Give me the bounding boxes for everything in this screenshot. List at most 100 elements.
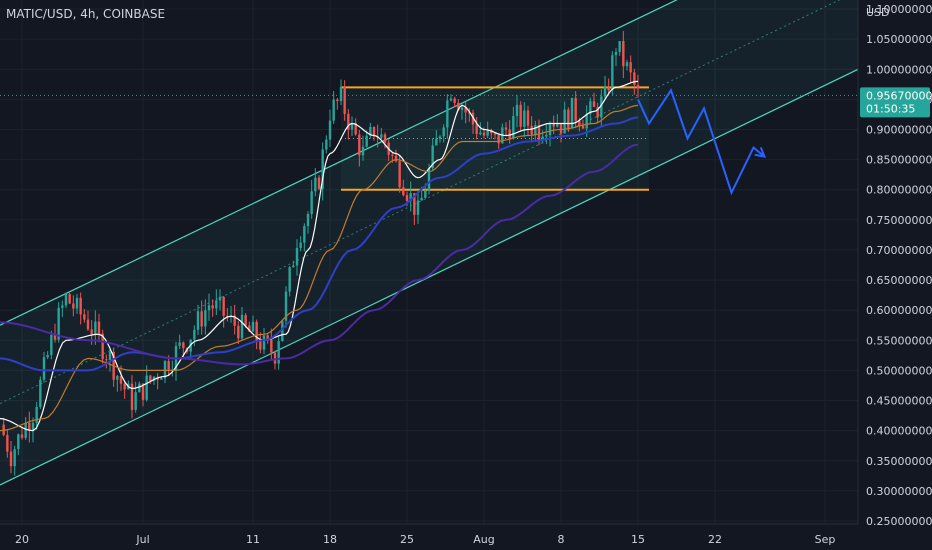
candle-body-117: [431, 145, 434, 169]
candle-body-163: [600, 96, 603, 118]
candle-body-80: [295, 248, 299, 266]
time-axis[interactable]: 20 Jul 11 18 25 Aug 8 15 22 Sep: [0, 523, 858, 546]
candle-body-162: [596, 106, 599, 118]
price-tick-label-7: 0.60000000: [866, 304, 932, 317]
candle-body-121: [446, 100, 449, 128]
candle-body-140: [515, 104, 519, 117]
candle-body-43: [160, 378, 163, 380]
candle-body-56: [207, 305, 211, 311]
candle-body-95: [350, 122, 354, 130]
price-badge-countdown: 01:50:35: [866, 102, 915, 115]
channel-mid-line: [0, 0, 841, 404]
candle-body-24: [90, 329, 93, 335]
candle-body-127: [468, 112, 471, 114]
moving-average-1: [0, 104, 639, 432]
candle-body-159: [585, 113, 588, 129]
candle-body-17: [64, 293, 68, 306]
candle-body-88: [325, 139, 328, 150]
candle-body-142: [523, 110, 526, 127]
candle-body-164: [603, 86, 607, 97]
time-tick-label-6: 8: [558, 533, 565, 546]
price-tick-label-0: 0.25000000: [866, 515, 932, 528]
candle-body-71: [262, 335, 266, 350]
candle-body-154: [567, 109, 570, 129]
candle-body-27: [101, 333, 104, 360]
candle-body-107: [394, 155, 398, 162]
time-tick-label-9: Sep: [815, 533, 836, 546]
candle-body-137: [504, 127, 508, 130]
candle-body-40: [149, 375, 152, 381]
candle-body-72: [266, 335, 269, 340]
candle-body-96: [354, 122, 357, 135]
channel-upper-line: [0, 0, 678, 326]
candle-body-149: [548, 124, 552, 135]
price-axis-unit: USD: [866, 6, 890, 19]
candle-body-8: [31, 422, 35, 431]
candle-body-104: [383, 134, 387, 143]
candle-body-160: [589, 101, 592, 114]
candle-body-7: [28, 422, 31, 431]
candle-body-84: [310, 191, 313, 215]
candle-body-20: [75, 297, 79, 309]
candle-body-21: [79, 297, 82, 315]
candle-body-98: [361, 146, 365, 156]
candle-body-65: [240, 314, 244, 339]
candle-body-123: [453, 98, 456, 104]
candle-body-114: [420, 197, 423, 201]
candle-body-161: [592, 101, 596, 107]
candle-body-15: [57, 307, 60, 340]
candle-body-26: [97, 321, 101, 334]
candle-body-131: [482, 132, 486, 136]
candle-body-141: [519, 104, 522, 127]
candle-body-144: [530, 125, 533, 135]
candle-body-89: [328, 120, 332, 140]
candle-body-67: [248, 325, 251, 332]
candle-body-74: [273, 352, 277, 364]
candle-body-53: [196, 311, 200, 330]
candle-body-35: [130, 383, 134, 410]
candle-body-29: [108, 351, 112, 361]
price-tick-label-16: 1.05000000: [866, 33, 932, 46]
candle-body-66: [244, 314, 247, 326]
candle-body-82: [303, 226, 306, 243]
candle-body-110: [405, 195, 409, 201]
candle-body-63: [233, 315, 236, 326]
channel-fill: [0, 0, 858, 485]
moving-average-2: [0, 116, 639, 372]
candle-body-61: [226, 315, 229, 317]
candle-body-81: [299, 242, 302, 249]
candle-body-93: [343, 86, 346, 114]
candle-body-167: [614, 51, 618, 56]
candle-body-145: [534, 125, 537, 135]
candle-body-45: [167, 361, 170, 371]
price-tick-label-8: 0.65000000: [866, 274, 932, 287]
candle-body-124: [457, 103, 460, 110]
price-axis[interactable]: USD 0.25000000 0.30000000 0.35000000 0.4000…: [857, 0, 932, 550]
candle-body-13: [50, 334, 53, 356]
price-badge-box: [860, 87, 930, 118]
candle-body-109: [402, 187, 405, 196]
candle-body-77: [284, 291, 288, 321]
candle-body-168: [618, 41, 621, 52]
candle-body-156: [574, 97, 577, 121]
candle-body-14: [53, 334, 57, 340]
candle-body-112: [413, 193, 416, 215]
candle-body-10: [39, 379, 42, 407]
candle-body-125: [460, 107, 464, 110]
candle-body-126: [464, 107, 467, 113]
candle-body-64: [237, 325, 240, 339]
price-tick-label-17: 1.10000000: [866, 3, 932, 16]
candle-body-111: [409, 193, 412, 201]
candle-body-86: [317, 177, 321, 189]
candle-body-68: [251, 321, 255, 332]
projection-polyline: [637, 88, 766, 196]
candle-body-132: [486, 129, 489, 136]
candle-body-150: [552, 124, 555, 127]
candle-body-2: [9, 451, 13, 467]
candle-body-23: [86, 319, 90, 330]
price-tick-label-10: 0.75000000: [866, 214, 932, 227]
moving-average-3: [0, 143, 639, 366]
candle-body-39: [145, 375, 148, 400]
